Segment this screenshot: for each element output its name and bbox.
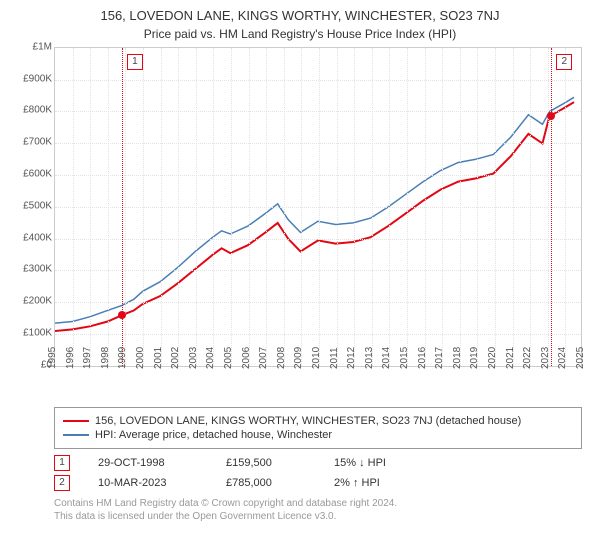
transaction-badge: 1 — [54, 455, 70, 471]
chart-subtitle: Price paid vs. HM Land Registry's House … — [12, 27, 588, 41]
transaction-badge: 2 — [54, 475, 70, 491]
x-axis-label: 2023 — [540, 347, 551, 369]
y-axis-label: £600K — [12, 169, 52, 180]
y-axis-label: £500K — [12, 200, 52, 211]
x-axis-label: 2008 — [276, 347, 287, 369]
chart-container: 156, LOVEDON LANE, KINGS WORTHY, WINCHES… — [0, 0, 600, 560]
x-axis-label: 2003 — [188, 347, 199, 369]
x-axis-label: 2024 — [557, 347, 568, 369]
transaction-date: 29-OCT-1998 — [98, 457, 198, 469]
x-axis-label: 2007 — [258, 347, 269, 369]
x-axis-label: 2014 — [381, 347, 392, 369]
series-hpi — [55, 97, 574, 323]
x-axis-label: 2004 — [205, 347, 216, 369]
y-axis-label: £700K — [12, 137, 52, 148]
marker-badge: 1 — [127, 54, 143, 70]
marker-point — [547, 112, 555, 120]
legend-label: HPI: Average price, detached house, Winc… — [95, 429, 332, 441]
x-axis-label: 2010 — [311, 347, 322, 369]
transaction-rows: 1 29-OCT-1998 £159,500 15% ↓ HPI 2 10-MAR-202… — [54, 455, 582, 491]
marker-badge: 2 — [556, 54, 572, 70]
x-axis-label: 2021 — [505, 347, 516, 369]
y-axis-label: £400K — [12, 232, 52, 243]
y-axis-label: £0 — [12, 359, 52, 370]
x-axis-label: 2001 — [153, 347, 164, 369]
x-axis-label: 2025 — [575, 347, 586, 369]
x-axis-label: 2000 — [135, 347, 146, 369]
x-axis-label: 2009 — [293, 347, 304, 369]
x-axis-label: 2013 — [364, 347, 375, 369]
legend-swatch — [63, 434, 89, 436]
y-axis-label: £200K — [12, 296, 52, 307]
series-prop — [55, 102, 574, 331]
transaction-delta: 15% ↓ HPI — [334, 457, 386, 469]
x-axis-label: 2002 — [170, 347, 181, 369]
x-axis-label: 2012 — [346, 347, 357, 369]
x-axis-label: 1998 — [100, 347, 111, 369]
x-axis-label: 2018 — [452, 347, 463, 369]
x-axis-label: 2020 — [487, 347, 498, 369]
x-axis-label: 2011 — [329, 347, 340, 369]
x-axis-label: 2019 — [469, 347, 480, 369]
y-axis-label: £800K — [12, 105, 52, 116]
transaction-price: £159,500 — [226, 457, 306, 469]
y-axis-label: £100K — [12, 328, 52, 339]
footer-line2: This data is licensed under the Open Gov… — [54, 510, 582, 523]
x-axis-label: 1999 — [117, 347, 128, 369]
y-axis-label: £300K — [12, 264, 52, 275]
footer-line1: Contains HM Land Registry data © Crown c… — [54, 497, 582, 510]
marker-point — [118, 311, 126, 319]
legend-item: HPI: Average price, detached house, Winc… — [63, 429, 573, 441]
x-axis-label: 1996 — [65, 347, 76, 369]
legend-label: 156, LOVEDON LANE, KINGS WORTHY, WINCHES… — [95, 415, 521, 427]
transaction-date: 10-MAR-2023 — [98, 477, 198, 489]
plot-area: 12 — [54, 47, 582, 367]
legend-item: 156, LOVEDON LANE, KINGS WORTHY, WINCHES… — [63, 415, 573, 427]
x-axis-label: 2017 — [434, 347, 445, 369]
x-axis-label: 2016 — [417, 347, 428, 369]
chart-title: 156, LOVEDON LANE, KINGS WORTHY, WINCHES… — [12, 8, 588, 25]
transaction-price: £785,000 — [226, 477, 306, 489]
x-axis-label: 1995 — [47, 347, 58, 369]
x-axis-label: 2022 — [522, 347, 533, 369]
x-axis-label: 2006 — [241, 347, 252, 369]
x-axis-label: 2015 — [399, 347, 410, 369]
transaction-row: 1 29-OCT-1998 £159,500 15% ↓ HPI — [54, 455, 582, 471]
transaction-row: 2 10-MAR-2023 £785,000 2% ↑ HPI — [54, 475, 582, 491]
y-axis-label: £900K — [12, 73, 52, 84]
transaction-delta: 2% ↑ HPI — [334, 477, 380, 489]
legend: 156, LOVEDON LANE, KINGS WORTHY, WINCHES… — [54, 407, 582, 449]
legend-swatch — [63, 420, 89, 422]
x-axis-label: 1997 — [82, 347, 93, 369]
y-axis-label: £1M — [12, 41, 52, 52]
x-axis-label: 2005 — [223, 347, 234, 369]
attribution-footer: Contains HM Land Registry data © Crown c… — [54, 497, 582, 523]
